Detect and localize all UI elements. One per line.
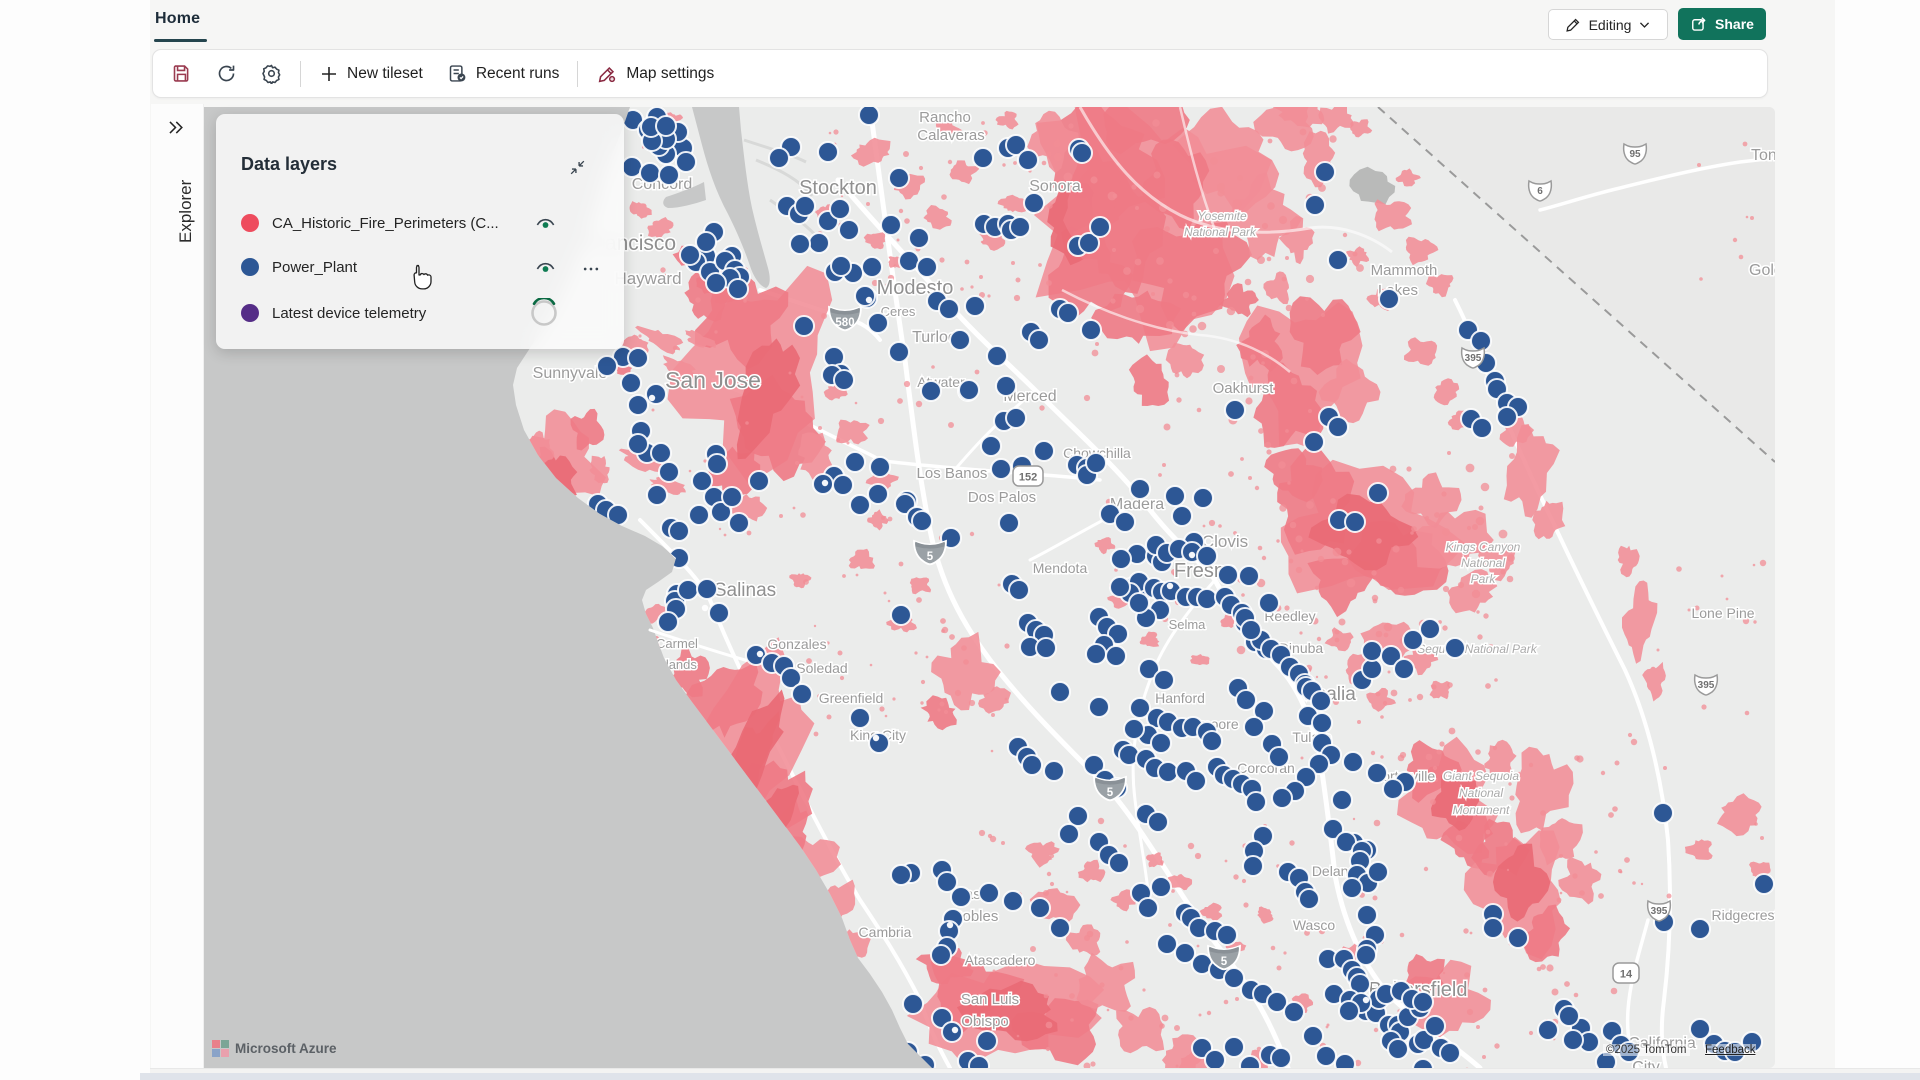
svg-text:Ceres: Ceres	[881, 304, 916, 319]
svg-text:Los Banos: Los Banos	[917, 465, 988, 482]
svg-text:5: 5	[927, 551, 934, 563]
svg-text:Greenfield: Greenfield	[819, 690, 884, 706]
svg-text:395: 395	[1465, 353, 1482, 364]
svg-text:Atascadero: Atascadero	[965, 952, 1036, 968]
svg-text:Goldfield: Goldfield	[1749, 262, 1775, 279]
svg-text:Park: Park	[1471, 572, 1497, 586]
svg-text:Dos Palos: Dos Palos	[968, 489, 1036, 506]
svg-text:Selma: Selma	[1169, 617, 1207, 632]
svg-text:National Park: National Park	[1184, 225, 1257, 239]
svg-text:Calaveras: Calaveras	[917, 127, 985, 144]
svg-text:14: 14	[1620, 969, 1633, 981]
svg-text:Soledad: Soledad	[796, 660, 847, 676]
svg-text:Hayward: Hayward	[614, 269, 681, 288]
svg-text:152: 152	[1019, 472, 1037, 484]
svg-text:Giant Sequoia: Giant Sequoia	[1443, 769, 1519, 783]
svg-text:Salinas: Salinas	[714, 580, 776, 601]
svg-text:Sonora: Sonora	[1029, 178, 1081, 195]
svg-text:5: 5	[1221, 956, 1228, 968]
svg-text:Sunnyvale: Sunnyvale	[533, 365, 608, 382]
svg-text:National: National	[1461, 556, 1505, 570]
svg-text:Hanford: Hanford	[1155, 690, 1205, 706]
svg-text:6: 6	[1537, 186, 1543, 197]
svg-text:City: City	[1632, 1059, 1660, 1068]
svg-text:Mendota: Mendota	[1033, 560, 1088, 576]
svg-text:Ridgecrest: Ridgecrest	[1712, 907, 1775, 923]
svg-text:Lone Pine: Lone Pine	[1691, 605, 1754, 621]
svg-text:Merced: Merced	[1003, 388, 1056, 405]
svg-text:Oakhurst: Oakhurst	[1213, 380, 1275, 397]
svg-text:395: 395	[1651, 906, 1668, 917]
svg-text:Carmel: Carmel	[656, 636, 698, 651]
svg-text:Mammoth: Mammoth	[1371, 262, 1438, 279]
svg-text:Clovis: Clovis	[1202, 532, 1248, 551]
svg-text:395: 395	[1698, 680, 1715, 691]
svg-text:Yosemite: Yosemite	[1197, 209, 1247, 223]
svg-text:Gonzales: Gonzales	[767, 636, 826, 652]
svg-text:San Luis: San Luis	[961, 991, 1019, 1008]
svg-text:95: 95	[1629, 149, 1641, 160]
svg-text:National: National	[1459, 786, 1503, 800]
svg-text:Monument: Monument	[1453, 803, 1510, 817]
svg-text:Obispo: Obispo	[961, 1013, 1009, 1030]
svg-text:Wasco: Wasco	[1293, 917, 1335, 933]
svg-text:580: 580	[835, 317, 854, 329]
svg-text:Madera: Madera	[1110, 496, 1164, 513]
svg-text:Stockton: Stockton	[799, 177, 877, 199]
svg-text:Tonopah: Tonopah	[1751, 147, 1775, 164]
svg-text:Cambria: Cambria	[859, 924, 912, 940]
svg-text:Reedley: Reedley	[1264, 608, 1315, 624]
svg-text:5: 5	[1107, 787, 1114, 799]
svg-text:San Jose: San Jose	[665, 367, 761, 393]
svg-text:Sequoia National Park: Sequoia National Park	[1417, 642, 1537, 656]
svg-text:Delano: Delano	[1312, 863, 1357, 879]
svg-text:Kings Canyon: Kings Canyon	[1446, 540, 1521, 554]
svg-text:Rancho: Rancho	[919, 109, 971, 126]
